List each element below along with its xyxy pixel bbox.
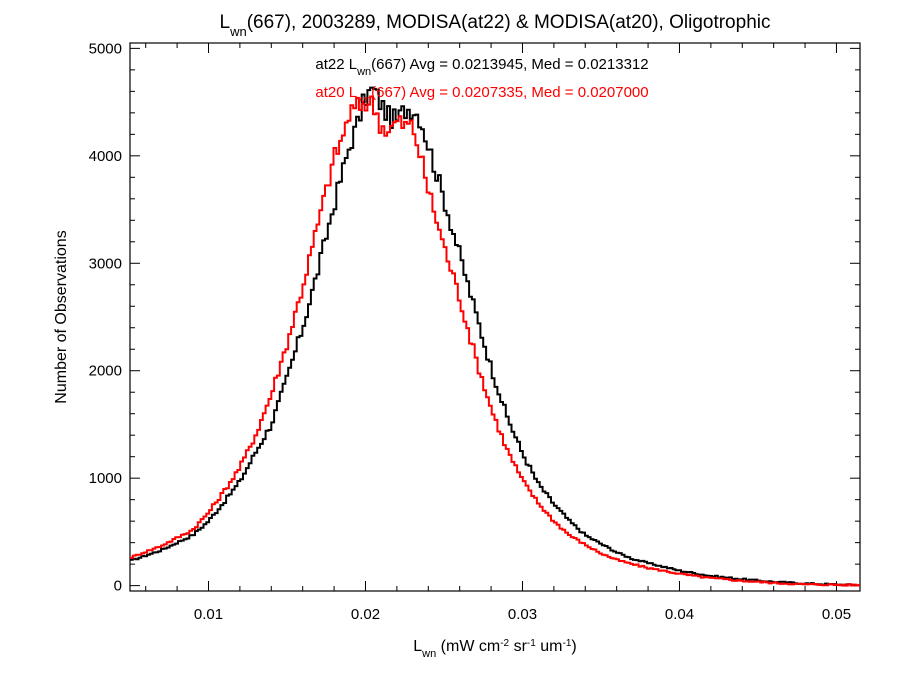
x-tick-label: 0.01 [194,606,223,623]
x-tick-label: 0.03 [508,606,537,623]
y-tick-label: 3000 [89,255,122,272]
series-group [130,86,861,587]
plot-frame [129,42,861,592]
annotation-at20: at20 Lwn(667) Avg = 0.0207335, Med = 0.0… [315,84,648,106]
series-at22-line [130,86,861,587]
y-axis-label: Number of Observations [53,230,70,403]
chart-title: Lwn(667), 2003289, MODISA(at22) & MODISA… [220,12,771,39]
x-axis-label: Lwn (mW cm-2 sr-1 um-1) [413,638,576,661]
x-tick-label: 0.05 [822,606,851,623]
y-tick-label: 0 [114,578,122,595]
annotation-at22: at22 Lwn(667) Avg = 0.0213945, Med = 0.0… [315,56,648,78]
y-tick-label: 5000 [89,40,122,57]
y-axis-ticks: 0 1000 2000 3000 4000 5000 [89,40,860,595]
x-tick-label: 0.02 [351,606,380,623]
x-tick-label: 0.04 [665,606,694,623]
series-at20-line [130,95,861,587]
y-tick-label: 2000 [89,363,122,380]
y-tick-label: 4000 [89,148,122,165]
y-tick-label: 1000 [89,470,122,487]
x-axis-ticks: 0.01 0.02 0.03 0.04 0.05 [145,43,851,623]
